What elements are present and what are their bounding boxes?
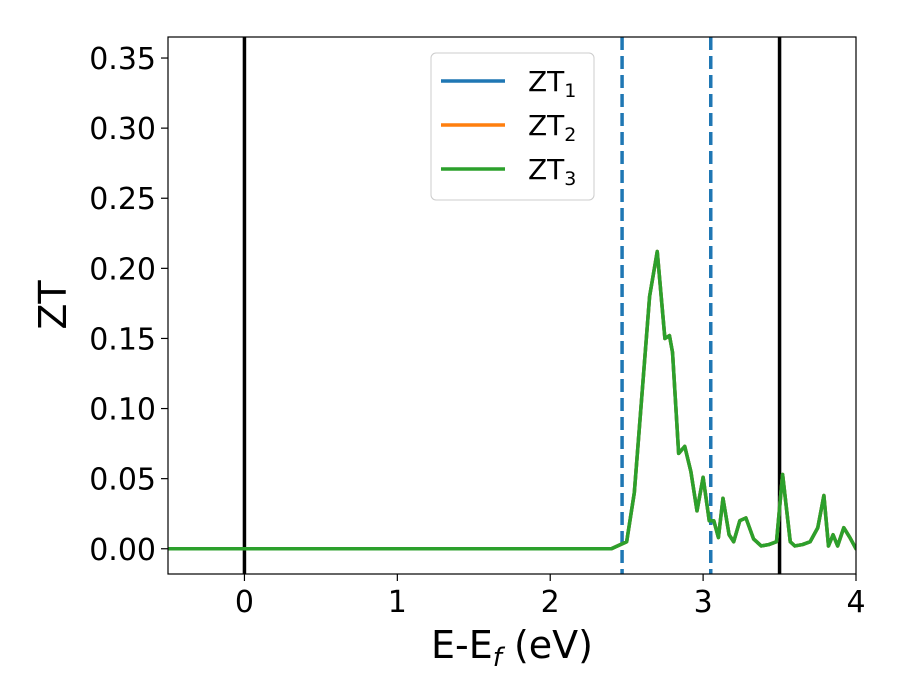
y-axis-label: ZT — [31, 280, 75, 330]
series-line-zt1 — [168, 249, 856, 551]
x-tick-label: 0 — [235, 585, 254, 620]
y-axis-ticks: 0.00 0.05 0.10 0.15 0.20 0.25 0.30 0.35 — [89, 42, 168, 568]
y-tick-label: 0.30 — [89, 112, 156, 147]
x-tick-label: 4 — [846, 585, 865, 620]
x-axis-label: E-Ef (eV) — [431, 623, 593, 673]
legend-label-zt2: ZT2 — [528, 109, 576, 146]
y-tick-label: 0.15 — [89, 322, 156, 357]
x-tick-label: 1 — [388, 585, 407, 620]
y-tick-label: 0.10 — [89, 393, 156, 428]
reference-lines — [242, 37, 782, 574]
x-tick-label: 3 — [694, 585, 713, 620]
series-layer — [168, 249, 856, 551]
plot-frame — [167, 36, 857, 575]
series-line-zt2 — [168, 249, 856, 551]
y-tick-label: 0.35 — [89, 42, 156, 77]
legend-label-zt3: ZT3 — [528, 153, 576, 190]
legend-label-zt1: ZT1 — [528, 65, 576, 102]
y-tick-label: 0.20 — [89, 252, 156, 287]
y-tick-label: 0.05 — [89, 463, 156, 498]
y-tick-label: 0.00 — [89, 533, 156, 568]
legend: ZT1 ZT2 ZT3 — [430, 52, 595, 201]
series-line-zt3 — [168, 249, 856, 551]
x-tick-label: 2 — [541, 585, 560, 620]
y-tick-label: 0.25 — [89, 182, 156, 217]
x-axis-ticks: 0 1 2 3 4 — [235, 574, 866, 620]
legend-box — [430, 52, 595, 201]
